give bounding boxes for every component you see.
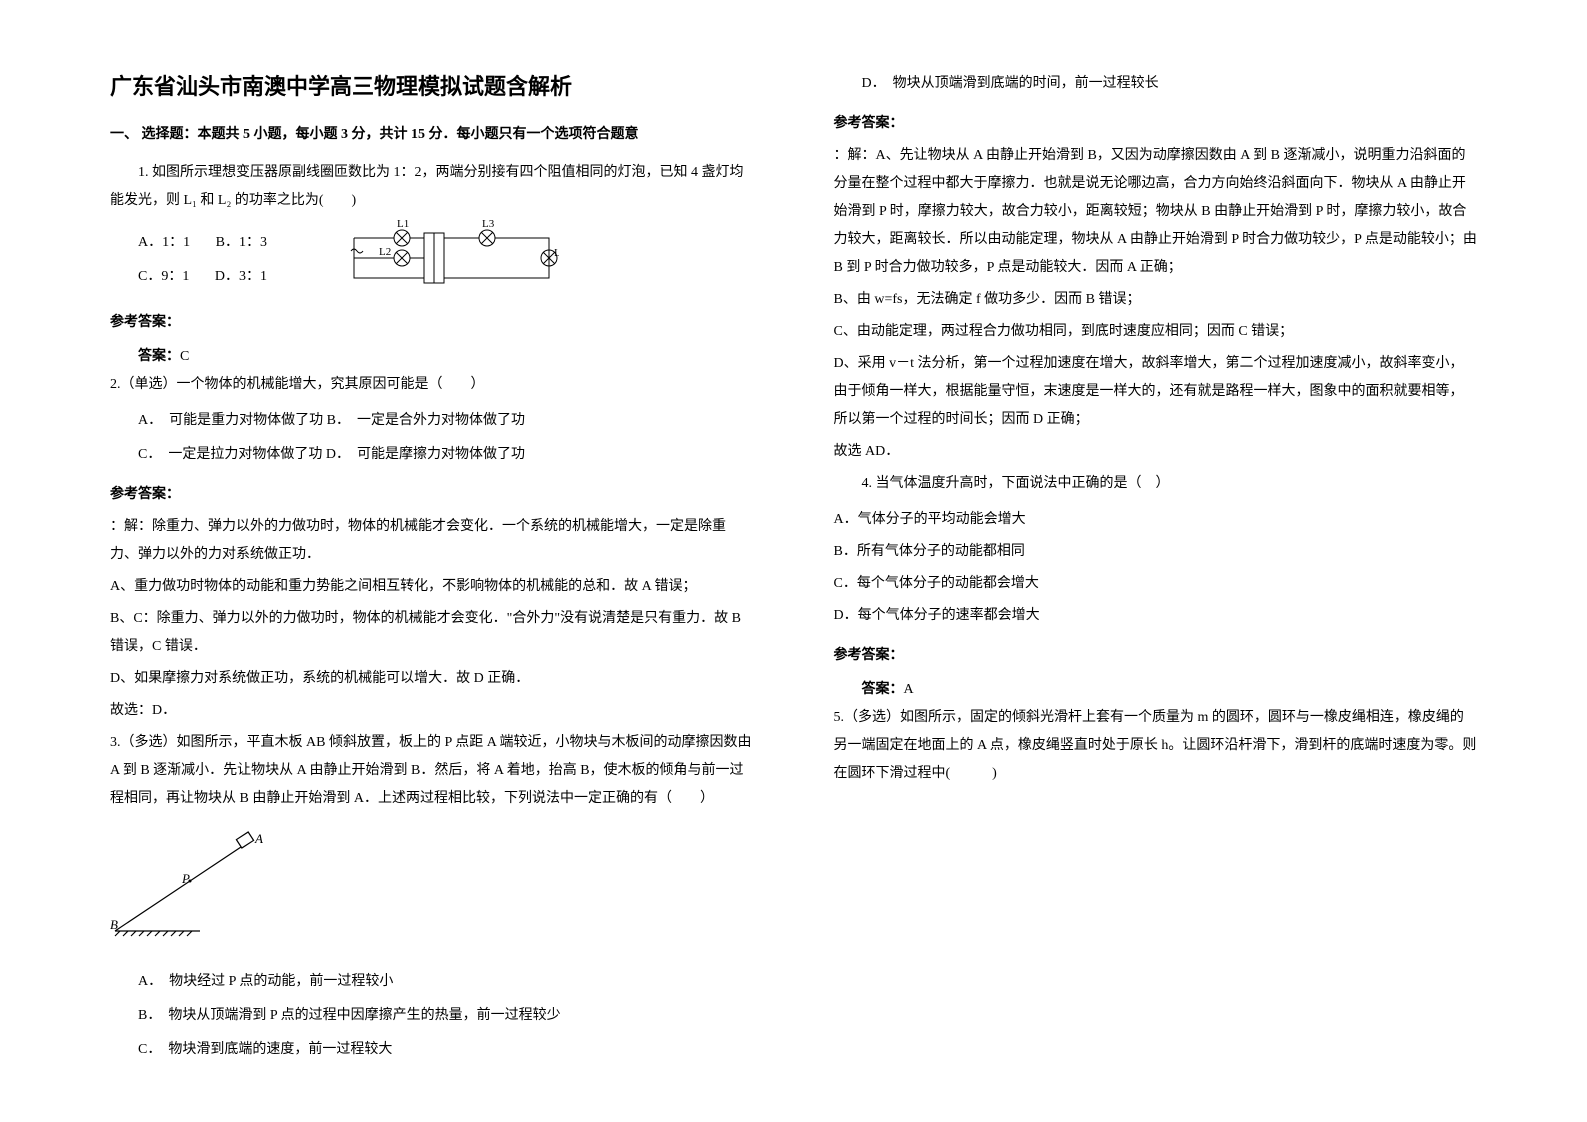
q3-optC: C． 物块滑到底端的速度，前一过程较大 xyxy=(138,1036,754,1064)
section-header: 一、 选择题：本题共 5 小题，每小题 3 分，共计 15 分．每小题只有一个选… xyxy=(110,121,754,149)
q3-optB: B． 物块从顶端滑到 P 点的过程中因摩擦产生的热量，前一过程较少 xyxy=(138,1002,754,1030)
q4-optA: A．气体分子的平均动能会增大 xyxy=(834,506,1478,534)
q1-optB: B．1：3 xyxy=(216,235,267,250)
label-L4: L4 xyxy=(554,247,559,259)
incline-diagram: A P B xyxy=(110,831,270,941)
q2-sol-4: D、如果摩擦力对系统做正功，系统的机械能可以增大．故 D 正确． xyxy=(110,665,754,693)
q3-sol-5: 故选 AD． xyxy=(834,438,1478,466)
q4-stem: 4. 当气体温度升高时，下面说法中正确的是（ ） xyxy=(834,470,1478,498)
q1-optD: D．3：1 xyxy=(215,269,267,284)
q2-optA: A． 可能是重力对物体做了功 xyxy=(138,413,323,428)
ref-answer-q1: 参考答案： xyxy=(110,307,754,335)
q2-sol-1: ：解：除重力、弹力以外的力做功时，物体的机械能才会变化．一个系统的机械能增大，一… xyxy=(110,513,754,569)
q3-optA: A． 物块经过 P 点的动能，前一过程较小 xyxy=(138,968,754,996)
ref-answer-q2: 参考答案： xyxy=(110,479,754,507)
incline-label-B: B xyxy=(110,917,118,932)
q1-ans: C xyxy=(180,349,189,364)
ref-answer-q3: 参考答案： xyxy=(834,108,1478,136)
q3-optD: D． 物块从顶端滑到底端的时间，前一过程较长 xyxy=(862,70,1478,98)
q4-optB: B．所有气体分子的动能都相同 xyxy=(834,538,1478,566)
answer-prefix: 答案： xyxy=(138,347,180,363)
q4-answer-line: 答案：A xyxy=(834,674,1478,704)
q1-stem: 1. 如图所示理想变压器原副线圈匝数比为 1：2，两端分别接有四个阻值相同的灯泡… xyxy=(110,159,754,215)
q3-sol-1: ：解：A、先让物块从 A 由静止开始滑到 B，又因为动摩擦因数由 A 到 B 逐… xyxy=(834,142,1478,282)
q4-ans: A xyxy=(904,682,914,697)
q2-optC: C． 一定是拉力对物体做了功 xyxy=(138,447,322,462)
q4-optD: D．每个气体分子的速率都会增大 xyxy=(834,602,1478,630)
q2-sol-2: A、重力做功时物体的动能和重力势能之间相互转化，不影响物体的机械能的总和．故 A… xyxy=(110,573,754,601)
q1-options: A．1：1 B．1：3 C．9：1 D．3：1 xyxy=(110,223,289,297)
q5-stem: 5.（多选）如图所示，固定的倾斜光滑杆上套有一个质量为 m 的圆环，圆环与一橡皮… xyxy=(834,704,1478,788)
q3-sol-2: B、由 w=fs，无法确定 f 做功多少．因而 B 错误； xyxy=(834,286,1478,314)
q3-sol-3: C、由动能定理，两过程合力做功相同，到底时速度应相同；因而 C 错误； xyxy=(834,318,1478,346)
label-L2: L2 xyxy=(379,246,391,258)
q2-sol-3: B、C：除重力、弹力以外的力做功时，物体的机械能才会变化．"合外力"没有说清楚是… xyxy=(110,605,754,661)
q1-optC: C．9：1 xyxy=(138,269,189,284)
q2-optsCD: C． 一定是拉力对物体做了功 D． 可能是摩擦力对物体做了功 xyxy=(138,441,754,469)
q4-optC: C．每个气体分子的动能都会增大 xyxy=(834,570,1478,598)
page-title: 广东省汕头市南澳中学高三物理模拟试题含解析 xyxy=(110,70,754,103)
q1-row: A．1：1 B．1：3 C．9：1 D．3：1 xyxy=(110,223,754,297)
incline-label-P: P xyxy=(181,871,190,886)
label-L3: L3 xyxy=(482,218,495,230)
q1-answer-line: 答案：C xyxy=(110,341,754,371)
q1-optA: A．1：1 xyxy=(138,235,190,250)
q2-stem: 2.（单选）一个物体的机械能增大，究其原因可能是（ ） xyxy=(110,371,754,399)
answer-prefix-4: 答案： xyxy=(862,680,904,696)
q3-sol-4: D、采用 v－t 法分析，第一个过程加速度在增大，故斜率增大，第二个过程加速度减… xyxy=(834,350,1478,434)
ref-answer-q4: 参考答案： xyxy=(834,640,1478,668)
label-L1: L1 xyxy=(397,218,409,230)
circuit-diagram: L1 L2 L3 L4 xyxy=(349,213,559,293)
incline-label-A: A xyxy=(254,831,263,846)
q2-optD: D． 可能是摩擦力对物体做了功 xyxy=(326,447,525,462)
q2-optB: B． 一定是合外力对物体做了功 xyxy=(327,413,525,428)
q2-sol-5: 故选：D． xyxy=(110,697,754,725)
q2-optsAB: A． 可能是重力对物体做了功 B． 一定是合外力对物体做了功 xyxy=(138,407,754,435)
q3-stem: 3.（多选）如图所示，平直木板 AB 倾斜放置，板上的 P 点距 A 端较近，小… xyxy=(110,729,754,813)
